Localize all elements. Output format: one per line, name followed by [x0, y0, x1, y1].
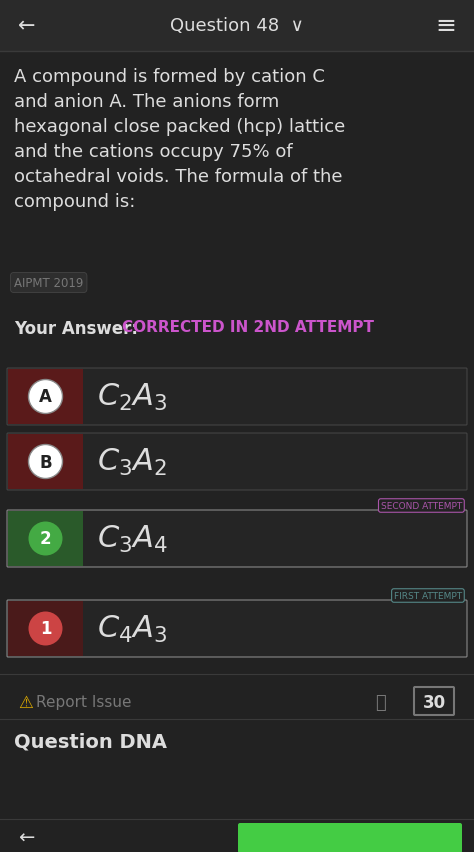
Text: A compound is formed by cation C
and anion A. The anions form
hexagonal close pa: A compound is formed by cation C and ani… — [14, 68, 345, 210]
Text: 30: 30 — [422, 694, 446, 711]
FancyBboxPatch shape — [7, 434, 467, 491]
Text: Report Issue: Report Issue — [36, 694, 131, 710]
Text: B: B — [39, 453, 52, 471]
Circle shape — [28, 522, 63, 556]
Text: $\mathit{C}_{3}\mathit{A}_{2}$: $\mathit{C}_{3}\mathit{A}_{2}$ — [97, 446, 167, 477]
FancyBboxPatch shape — [238, 823, 462, 852]
Text: A: A — [39, 388, 52, 406]
Text: $\mathit{C}_{2}\mathit{A}_{3}$: $\mathit{C}_{2}\mathit{A}_{3}$ — [97, 382, 167, 412]
Circle shape — [28, 445, 63, 479]
Bar — [8, 370, 83, 424]
Text: CORRECTED IN 2ND ATTEMPT: CORRECTED IN 2ND ATTEMPT — [122, 320, 374, 335]
Text: Your Answer:: Your Answer: — [14, 320, 138, 337]
FancyBboxPatch shape — [7, 369, 467, 425]
Text: $\mathit{C}_{4}\mathit{A}_{3}$: $\mathit{C}_{4}\mathit{A}_{3}$ — [97, 613, 167, 644]
Text: SECOND ATTEMPT: SECOND ATTEMPT — [381, 502, 462, 510]
Text: AIPMT 2019: AIPMT 2019 — [14, 277, 83, 290]
FancyBboxPatch shape — [7, 601, 467, 657]
Text: 2: 2 — [40, 530, 51, 548]
Text: 🎧: 🎧 — [375, 694, 386, 711]
FancyBboxPatch shape — [7, 510, 467, 567]
Circle shape — [28, 380, 63, 414]
Text: ⚠: ⚠ — [18, 694, 33, 711]
Text: $\mathit{C}_{3}\mathit{A}_{4}$: $\mathit{C}_{3}\mathit{A}_{4}$ — [97, 523, 168, 555]
Text: ←: ← — [18, 827, 35, 847]
Text: Question 48  ∨: Question 48 ∨ — [170, 17, 304, 35]
Text: ←: ← — [18, 16, 36, 36]
Text: Question DNA: Question DNA — [14, 731, 167, 750]
Text: 1: 1 — [40, 619, 51, 638]
Bar — [8, 511, 83, 567]
Text: FIRST ATTEMPT: FIRST ATTEMPT — [394, 591, 462, 601]
Circle shape — [28, 612, 63, 646]
Bar — [8, 435, 83, 489]
Text: ≡: ≡ — [435, 14, 456, 38]
Bar — [8, 602, 83, 656]
Bar — [0, 0, 474, 52]
